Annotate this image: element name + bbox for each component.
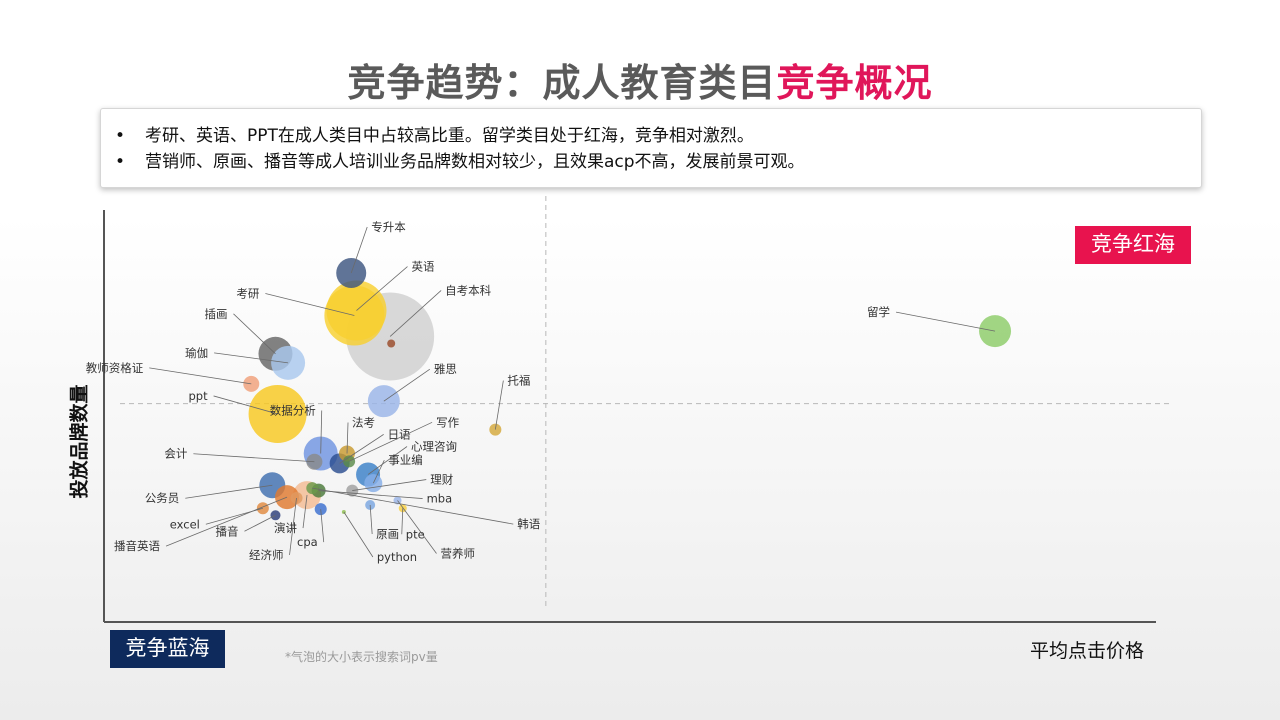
leader-line xyxy=(352,479,427,491)
bubble xyxy=(341,509,346,514)
data-label: 播音 xyxy=(215,524,238,538)
leader-line xyxy=(339,434,384,464)
note-item: 考研、英语、PPT在成人类目中占较高比重。留学类目处于红海，竞争相对激烈。 xyxy=(115,123,1201,149)
note-item: 营销师、原画、播音等成人培训业务品牌数相对较少，且效果acp不高，发展前景可观。 xyxy=(115,149,1201,175)
leader-line xyxy=(214,352,289,364)
leader-line xyxy=(318,490,423,499)
leader-line xyxy=(312,487,514,525)
leader-line xyxy=(213,395,278,415)
data-label: excel xyxy=(170,517,200,531)
red-sea-badge: 竞争红海 xyxy=(1075,226,1191,264)
data-label: 雅思 xyxy=(434,362,457,376)
data-label: 日语 xyxy=(388,427,411,441)
data-label: 播音英语 xyxy=(114,539,160,553)
data-label: 专升本 xyxy=(371,220,406,234)
leader-line xyxy=(401,508,404,535)
leader-line xyxy=(302,495,308,529)
data-label: 心理咨询 xyxy=(411,440,457,454)
data-label: 公务员 xyxy=(145,491,180,505)
leader-line xyxy=(348,421,433,462)
leader-line xyxy=(233,313,276,355)
data-label: mba xyxy=(427,492,453,506)
leader-line xyxy=(343,511,374,558)
data-label: 瑜伽 xyxy=(185,346,208,360)
data-label: 营养师 xyxy=(441,546,476,560)
data-label: 插画 xyxy=(204,307,227,321)
x-axis-label: 平均点击价格 xyxy=(1030,640,1145,662)
leader-line xyxy=(383,368,431,402)
data-label: 会计 xyxy=(164,447,187,461)
page-title-main: 竞争趋势：成人教育类目 xyxy=(347,61,777,105)
leader-line xyxy=(265,293,355,316)
data-label: 事业编 xyxy=(388,453,423,467)
leader-line xyxy=(350,226,368,274)
leader-line xyxy=(185,484,273,499)
data-label: 英语 xyxy=(411,260,434,274)
leader-line xyxy=(372,459,385,484)
leader-line xyxy=(244,514,276,532)
data-label: cpa xyxy=(297,535,318,549)
data-label: 经济师 xyxy=(249,548,284,562)
leader-line xyxy=(149,367,252,385)
leader-line xyxy=(320,509,325,543)
leader-line xyxy=(356,266,408,311)
data-label: 法考 xyxy=(352,415,375,429)
data-label: pte xyxy=(406,527,425,541)
data-label: 理财 xyxy=(430,473,453,487)
blue-sea-badge: 竞争蓝海 xyxy=(110,630,225,668)
leader-line xyxy=(367,446,408,475)
data-label: 考研 xyxy=(236,286,259,300)
leader-line xyxy=(165,496,288,547)
leader-line xyxy=(369,504,373,535)
data-label: 演讲 xyxy=(274,521,297,535)
data-label: ppt xyxy=(188,389,208,403)
data-label: 写作 xyxy=(436,415,459,429)
data-label: python xyxy=(377,550,417,564)
footnote: *气泡的大小表示搜索词pv量 xyxy=(285,650,438,664)
page-title-accent: 竞争概况 xyxy=(776,61,933,105)
y-axis-label: 投放品牌数量 xyxy=(68,384,91,499)
leader-line xyxy=(193,453,315,463)
data-label: 数据分析 xyxy=(270,403,316,417)
bubble xyxy=(387,339,396,348)
data-label: 韩语 xyxy=(517,517,540,531)
data-label: 自考本科 xyxy=(445,283,491,297)
leader-line xyxy=(289,497,297,556)
notes-box: 考研、英语、PPT在成人类目中占较高比重。留学类目处于红海，竞争相对激烈。 营销… xyxy=(100,108,1202,188)
data-label: 留学 xyxy=(867,305,890,319)
leader-line xyxy=(895,311,996,332)
bubble xyxy=(256,502,269,515)
leader-line xyxy=(494,380,504,430)
data-label: 教师资格证 xyxy=(86,361,144,375)
data-label: 原画 xyxy=(376,527,399,541)
data-label: 托福 xyxy=(507,374,530,388)
leader-line xyxy=(346,422,349,454)
leader-line xyxy=(397,500,437,554)
leader-line xyxy=(320,410,323,454)
page-title: 竞争趋势：成人教育类目竞争概况 xyxy=(0,52,1280,107)
leader-line xyxy=(389,290,442,337)
